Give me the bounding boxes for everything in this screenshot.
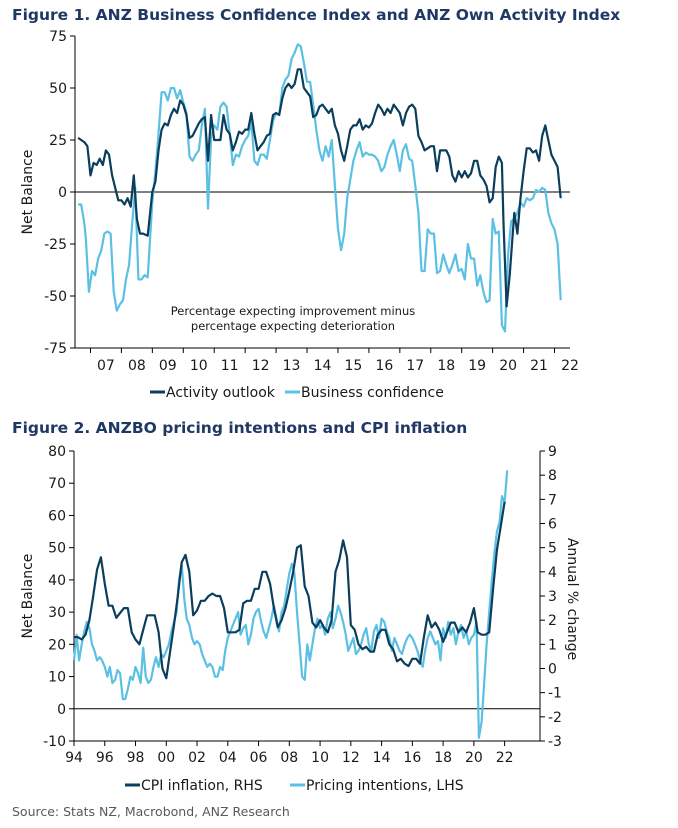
x-tick-label: 22 [561, 358, 579, 374]
x-tick-label: 22 [496, 750, 514, 766]
y-right-tick-label: 6 [548, 517, 557, 533]
y-right-tick-label: 3 [548, 589, 557, 605]
annotation-line1: Percentage expecting improvement minus [171, 304, 415, 318]
y-tick-label: 75 [49, 29, 67, 45]
x-tick-label: 21 [530, 358, 548, 374]
x-tick-label: 98 [127, 750, 145, 766]
x-tick-label: 96 [96, 750, 114, 766]
y-right-tick-label: 1 [548, 637, 557, 653]
y-right-tick-label: 5 [548, 541, 557, 557]
x-tick-label: 94 [65, 750, 83, 766]
legend-label-confidence: Business confidence [301, 385, 444, 401]
cpi-inflation-line [74, 501, 506, 680]
activity-outlook-line [77, 68, 562, 308]
y-tick-label: 25 [49, 133, 67, 149]
x-tick-label: 12 [252, 358, 270, 374]
y-tick-label: 0 [58, 185, 67, 201]
figure1-title: Figure 1. ANZ Business Confidence Index … [12, 6, 621, 24]
y-right-tick-label: 0 [548, 662, 557, 678]
y-left-tick-label: 20 [48, 637, 66, 653]
x-tick-label: 19 [468, 358, 486, 374]
x-tick-label: 14 [373, 750, 391, 766]
y-axis-label-right: Annual % change [564, 538, 580, 660]
x-tick-label: 18 [434, 750, 452, 766]
x-tick-label: 07 [97, 358, 115, 374]
y-left-tick-label: -10 [43, 734, 66, 750]
y-left-tick-label: 0 [57, 702, 66, 718]
x-tick-label: 17 [406, 358, 424, 374]
y-axis-label: Net Balance [20, 150, 36, 235]
x-tick-label: 18 [437, 358, 455, 374]
pricing-intentions-line [72, 470, 509, 739]
x-tick-label: 00 [157, 750, 175, 766]
x-tick-label: 15 [345, 358, 363, 374]
legend-label-pricing: Pricing intentions, LHS [306, 778, 464, 794]
x-tick-label: 10 [311, 750, 329, 766]
x-tick-label: 06 [250, 750, 268, 766]
source-note: Source: Stats NZ, Macrobond, ANZ Researc… [12, 804, 290, 819]
x-tick-label: 13 [283, 358, 301, 374]
x-tick-label: 16 [375, 358, 393, 374]
x-tick-label: 10 [190, 358, 208, 374]
y-right-tick-label: -3 [548, 734, 562, 750]
x-tick-label: 04 [219, 750, 237, 766]
y-left-tick-label: 50 [48, 541, 66, 557]
x-tick-label: 08 [128, 358, 146, 374]
annotation-line2: percentage expecting deterioration [191, 319, 395, 333]
x-tick-label: 12 [342, 750, 360, 766]
legend-label-cpi: CPI inflation, RHS [141, 778, 263, 794]
y-tick-label: 50 [49, 81, 67, 97]
y-right-tick-label: -2 [548, 710, 562, 726]
y-right-tick-label: 4 [548, 565, 557, 581]
y-left-tick-label: 80 [48, 444, 66, 460]
y-left-tick-label: 30 [48, 605, 66, 621]
y-right-tick-label: 2 [548, 613, 557, 629]
y-left-tick-label: 70 [48, 476, 66, 492]
x-tick-label: 11 [221, 358, 239, 374]
x-tick-label: 20 [499, 358, 517, 374]
y-axis-label-left: Net Balance [20, 554, 36, 639]
business-confidence-line [78, 43, 562, 333]
x-tick-label: 20 [465, 750, 483, 766]
x-tick-label: 14 [314, 358, 332, 374]
x-tick-label: 08 [280, 750, 298, 766]
y-right-tick-label: 7 [548, 492, 557, 508]
x-tick-label: 02 [188, 750, 206, 766]
legend-label-activity: Activity outlook [166, 385, 276, 401]
y-right-tick-label: 8 [548, 468, 557, 484]
y-tick-label: -25 [44, 237, 67, 253]
y-right-tick-label: 9 [548, 444, 557, 460]
y-tick-label: -75 [44, 341, 67, 357]
y-right-tick-label: -1 [548, 686, 562, 702]
figure2-title: Figure 2. ANZBO pricing intentions and C… [12, 419, 468, 437]
x-tick-label: 16 [403, 750, 421, 766]
y-left-tick-label: 40 [48, 573, 66, 589]
x-tick-label: 09 [159, 358, 177, 374]
y-left-tick-label: 60 [48, 508, 66, 524]
figure1-chart: 75 50 25 0 -25 -50 -75 07 08 09 10 11 12 13 14 15 16 17 18… [20, 29, 579, 401]
y-left-tick-label: 10 [48, 670, 66, 686]
y-tick-label: -50 [44, 289, 67, 305]
